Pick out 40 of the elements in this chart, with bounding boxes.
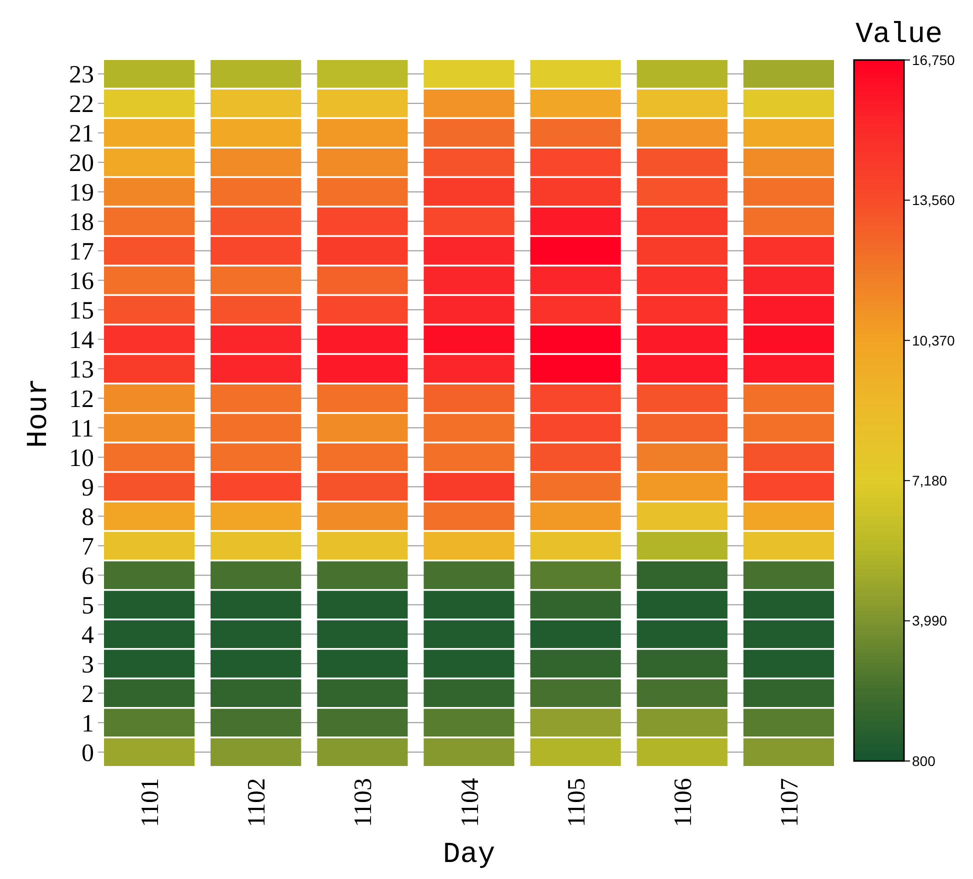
y-tick-label: 6 xyxy=(82,562,94,590)
y-tick-label: 19 xyxy=(69,180,94,207)
y-tick-label: 7 xyxy=(82,533,94,560)
x-tick-label: 1104 xyxy=(456,778,484,828)
y-tick-label: 0 xyxy=(82,740,94,767)
y-tick-label: 11 xyxy=(70,415,94,442)
y-tick-label: 21 xyxy=(69,120,94,148)
y-tick-label: 4 xyxy=(82,622,94,649)
y-tick-label: 5 xyxy=(82,592,94,620)
y-tick-label: 22 xyxy=(69,91,94,118)
y-tick-label: 12 xyxy=(69,386,94,414)
y-tick-label: 9 xyxy=(82,474,94,502)
x-tick-label: 1102 xyxy=(244,778,271,828)
x-tick-label: 1107 xyxy=(776,778,804,828)
y-tick-label: 18 xyxy=(69,209,94,236)
x-tick-label: 1101 xyxy=(137,778,164,828)
color-bar-label: 16,750 xyxy=(912,52,956,68)
color-bar-label: 3,990 xyxy=(912,612,948,629)
color-bar-label: 10,370 xyxy=(912,332,956,348)
x-axis-title: Day xyxy=(442,838,496,871)
y-tick-label: 8 xyxy=(82,504,94,531)
color-bar-title: Value xyxy=(855,18,943,51)
y-axis-title: Hour xyxy=(22,378,55,448)
y-tick-label: 13 xyxy=(69,356,94,384)
x-tick-label: 1103 xyxy=(350,778,378,828)
y-tick-label: 14 xyxy=(69,327,94,354)
color-bar-label: 13,560 xyxy=(912,192,956,208)
color-bar-label: 7,180 xyxy=(912,472,948,488)
y-tick-label: 10 xyxy=(69,444,94,472)
y-tick-label: 2 xyxy=(82,680,94,708)
y-tick-label: 20 xyxy=(69,150,94,178)
y-tick-label: 15 xyxy=(69,298,94,325)
y-tick-label: 1 xyxy=(82,710,94,738)
y-tick-label: 23 xyxy=(69,62,94,89)
y-tick-label: 3 xyxy=(82,651,94,678)
color-bar-label: 800 xyxy=(912,752,936,769)
x-tick-label: 1105 xyxy=(563,778,590,828)
x-tick-label: 1106 xyxy=(670,778,697,828)
y-tick-label: 17 xyxy=(69,238,94,266)
y-tick-label: 16 xyxy=(69,268,94,296)
